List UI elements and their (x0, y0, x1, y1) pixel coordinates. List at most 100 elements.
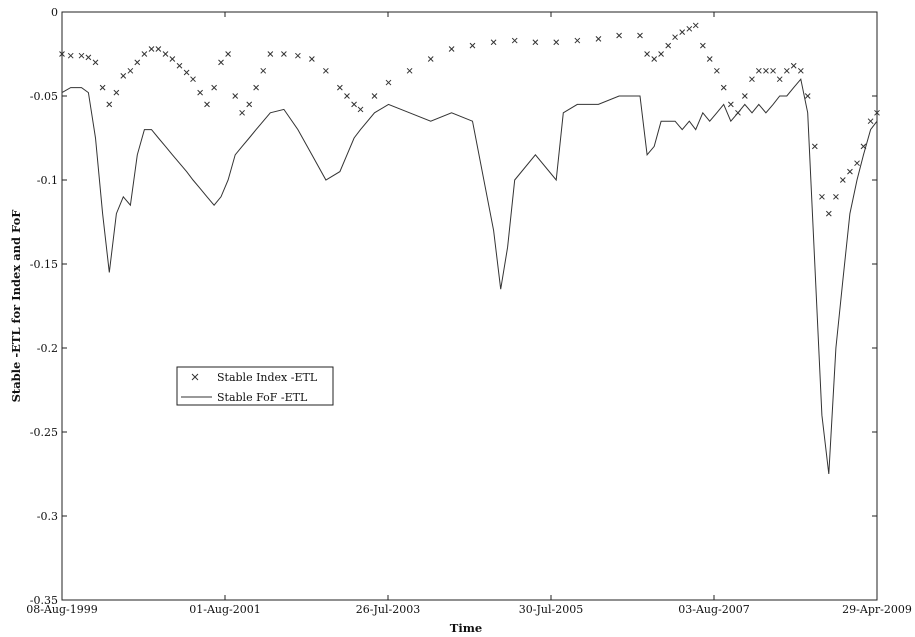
index-point (337, 84, 343, 91)
x-axis-ticks: 08-Aug-1999 01-Aug-2001 26-Jul-2003 30-Jul-… (26, 12, 912, 616)
index-point (860, 143, 867, 150)
index-point (169, 56, 176, 62)
index-point (204, 101, 210, 108)
index-point (106, 101, 113, 108)
index-point (651, 56, 658, 62)
index-point (804, 93, 811, 99)
index-point (85, 54, 92, 61)
index-point (770, 67, 776, 74)
index-point (574, 37, 581, 44)
index-point (155, 46, 162, 52)
index-point (783, 67, 790, 74)
index-point (344, 93, 350, 99)
index-point (595, 36, 602, 42)
y-tick-label: -0.2 (37, 342, 58, 355)
index-point (253, 84, 259, 91)
index-point (190, 76, 196, 83)
y-tick-label: -0.15 (30, 258, 58, 271)
legend-box (176, 366, 334, 406)
index-point (637, 32, 643, 39)
index-point (763, 67, 769, 74)
index-point (741, 93, 748, 99)
index-point (59, 51, 65, 57)
index-point (672, 34, 678, 41)
index-point (469, 42, 476, 49)
index-point (148, 46, 155, 52)
index-point (511, 37, 518, 44)
index-point (686, 25, 693, 32)
legend-label-fof: Stable FoF -ETL (217, 391, 308, 404)
legend-label-index: Stable Index -ETL (217, 371, 318, 384)
index-point (616, 32, 622, 39)
index-point (99, 84, 106, 91)
index-point (246, 101, 253, 108)
index-point (825, 210, 832, 217)
index-point (295, 52, 301, 59)
index-point (351, 101, 357, 108)
index-point (665, 42, 672, 49)
index-point (197, 89, 203, 96)
y-tick-label: -0.25 (30, 426, 58, 439)
index-point (448, 46, 455, 52)
index-point (92, 59, 99, 66)
index-point (141, 51, 148, 57)
index-point (267, 51, 274, 57)
index-point (490, 39, 497, 46)
y-tick-label: -0.35 (30, 594, 58, 607)
x-tick-label: 26-Jul-2003 (356, 603, 420, 616)
index-point (309, 56, 315, 62)
index-point (819, 193, 825, 200)
x-tick-label: 30-Jul-2005 (519, 603, 583, 616)
y-tick-label: -0.05 (30, 90, 58, 103)
index-point (553, 39, 560, 46)
series-index (59, 22, 880, 217)
index-point (692, 22, 699, 29)
index-point (755, 67, 762, 74)
index-point (127, 67, 134, 74)
index-point (790, 62, 797, 69)
x-axis-label: Time (450, 621, 482, 635)
index-point (281, 51, 287, 57)
y-axis-ticks: 0 -0.05 -0.1 -0.15 -0.2 -0.25 -0.3 -0.35 (30, 6, 877, 607)
index-point (232, 93, 239, 99)
index-point (776, 76, 783, 83)
index-point (713, 67, 720, 74)
index-point (225, 51, 231, 57)
index-point (532, 39, 539, 46)
index-point (749, 76, 755, 83)
index-point (176, 62, 183, 69)
index-point (67, 52, 74, 59)
y-tick-label: -0.3 (37, 510, 58, 523)
index-point (427, 56, 434, 62)
index-point (323, 67, 329, 74)
index-point (854, 160, 860, 167)
y-tick-label: -0.1 (37, 174, 58, 187)
index-point (183, 69, 190, 76)
index-point (867, 118, 874, 125)
index-point (720, 84, 727, 91)
index-point (839, 177, 846, 183)
index-point (406, 67, 413, 74)
index-point (699, 42, 706, 49)
index-point (113, 89, 120, 96)
index-point (260, 67, 267, 74)
legend: Stable Index -ETL Stable FoF -ETL (176, 366, 334, 406)
index-point (679, 29, 686, 36)
index-point (727, 101, 734, 108)
x-tick-label: 08-Aug-1999 (26, 603, 98, 616)
index-point (218, 59, 224, 66)
index-point (211, 84, 217, 91)
index-point (120, 72, 127, 79)
index-point (706, 56, 713, 62)
plot-area (61, 11, 878, 601)
index-point (134, 59, 141, 66)
index-point (811, 143, 818, 150)
y-axis-label: Stable -ETL for Index and FoF (9, 209, 23, 403)
x-tick-label: 03-Aug-2007 (678, 603, 750, 616)
y-tick-label: 0 (51, 6, 58, 19)
fof-line (61, 78, 878, 475)
index-point (357, 106, 364, 113)
index-point (78, 52, 85, 59)
index-point (847, 168, 853, 175)
